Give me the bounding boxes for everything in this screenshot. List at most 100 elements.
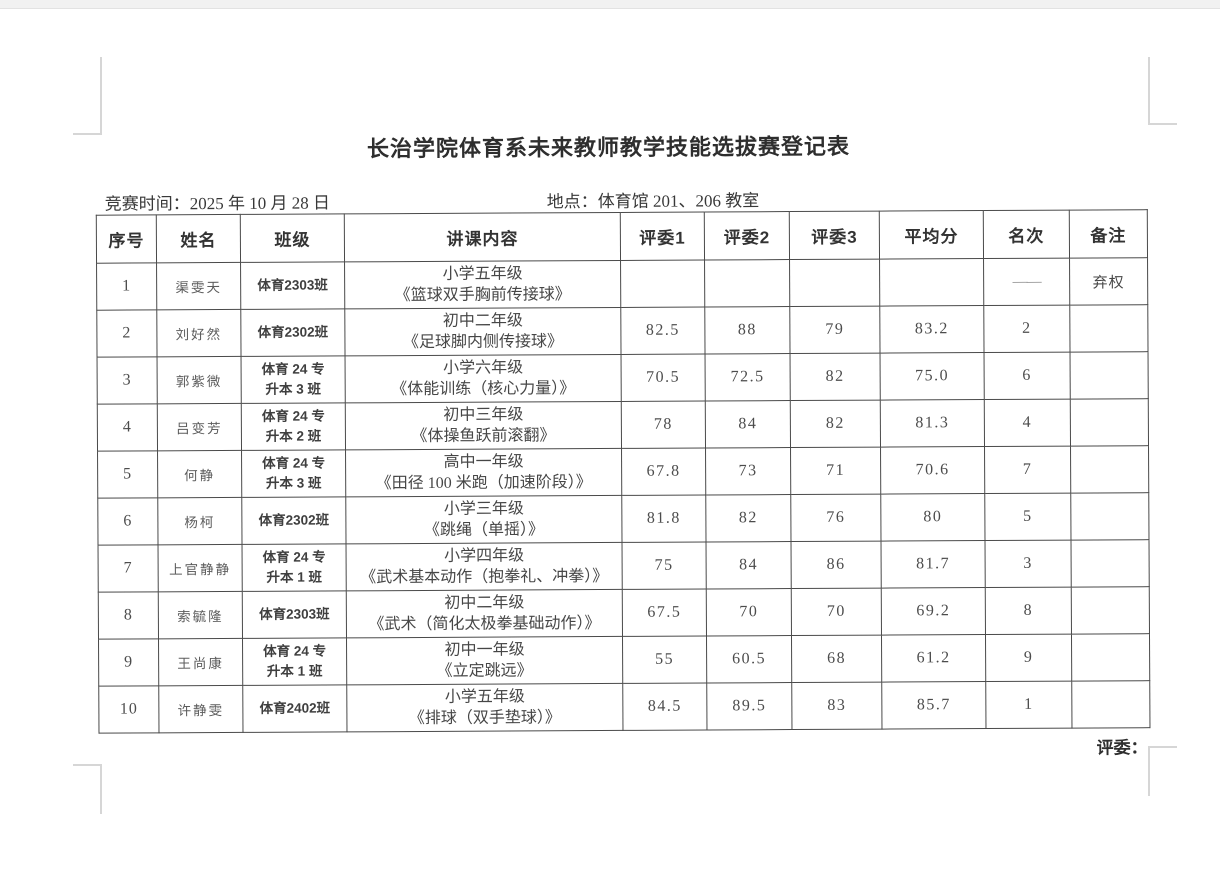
cell-class: 体育 24 专升本 3 班 — [241, 355, 346, 404]
content-line2: 《武术基本动作（抱拳礼、冲拳）》 — [360, 568, 609, 587]
cell-rank: 2 — [983, 305, 1071, 353]
cell-j2: 72.5 — [705, 353, 791, 402]
cell-j1: 84.5 — [622, 682, 707, 731]
class-line1: 体育2302班 — [258, 512, 330, 528]
class-line1: 体育2402班 — [259, 700, 331, 716]
cell-no: 10 — [98, 685, 159, 734]
cell-rank: 4 — [984, 399, 1071, 447]
cell-j2: 60.5 — [706, 635, 792, 683]
content-line1: 初中二年级 — [444, 594, 525, 612]
cell-avg: 85.7 — [881, 681, 986, 730]
cell-name: 渠雯天 — [156, 262, 241, 310]
cell-class: 体育2303班 — [242, 590, 347, 639]
cell-avg: 70.6 — [880, 446, 985, 495]
cell-avg: 61.2 — [881, 634, 986, 683]
cell-name: 郭紫微 — [157, 356, 242, 404]
table-row: 10 许静雯 体育2402班 小学五年级 《排球（双手垫球）》 84.5 89.5 83 85.… — [98, 680, 1150, 734]
cell-class: 体育 24 专升本 1 班 — [242, 637, 347, 686]
content-line1: 小学五年级 — [444, 688, 525, 706]
column-header-6: 评委3 — [789, 211, 880, 260]
cell-j2: 70 — [706, 588, 792, 636]
cell-j3 — [789, 259, 880, 307]
class-line1: 体育 24 专 — [263, 643, 327, 659]
column-header-4: 评委1 — [620, 212, 705, 261]
cell-j1: 75 — [622, 541, 707, 590]
cell-no: 8 — [98, 591, 159, 640]
class-line2: 升本 2 班 — [265, 428, 322, 444]
cell-name: 索毓隆 — [158, 591, 243, 639]
cell-rank: 3 — [985, 540, 1072, 588]
cell-name: 刘好然 — [156, 309, 242, 357]
cell-note — [1070, 398, 1149, 447]
table-row: 6 杨柯 体育2302班 小学三年级 《跳绳（单摇）》 81.8 82 76 80 5 — [97, 492, 1149, 546]
table-body: 1 渠雯天 体育2303班 小学五年级 《篮球双手胸前传接球》 —— 弃权 2 刘好然 体育230… — [96, 257, 1150, 734]
cell-note — [1071, 586, 1150, 635]
cell-j1: 82.5 — [620, 307, 706, 355]
content-line1: 初中三年级 — [443, 406, 524, 424]
cell-j1: 81.8 — [621, 494, 707, 543]
cell-note — [1070, 445, 1149, 494]
cell-rank: 1 — [985, 681, 1072, 729]
table-row: 5 何静 体育 24 专升本 3 班高中一年级 《田径 100 米跑（加速阶段）》 67… — [97, 445, 1149, 499]
content-line2: 《武术（简化太极拳基础动作）》 — [368, 615, 601, 634]
judges-signature-label: 评委： — [1096, 738, 1148, 758]
column-header-3: 讲课内容 — [344, 212, 621, 262]
cell-j3: 86 — [791, 541, 882, 589]
cell-avg: 69.2 — [881, 587, 986, 636]
class-line2: 升本 1 班 — [266, 569, 322, 585]
registration-table: 序号 姓名 班级 讲课内容 评委1 评委2 评委3 平均分 名次 备注 1 渠雯天 体育2303班 小学… — [95, 209, 1151, 734]
table-row: 4 吕变芳 体育 24 专升本 2 班初中三年级 《体操鱼跃前滚翻》 78 84 82 81.… — [97, 398, 1149, 452]
cell-j3: 68 — [791, 635, 882, 683]
table-row: 7 上官静静 体育 24 专升本 1 班小学四年级 《武术基本动作（抱拳礼、冲拳）》 7… — [98, 539, 1150, 593]
cell-avg: 81.7 — [881, 540, 986, 589]
cell-content: 初中二年级 《足球脚内侧传接球》 — [344, 307, 622, 356]
column-header-2: 班级 — [240, 213, 345, 263]
class-line1: 体育 24 专 — [262, 549, 326, 565]
cell-j2: 73 — [705, 447, 791, 495]
crop-mark-top-right — [1148, 57, 1177, 125]
cell-class: 体育2402班 — [242, 684, 347, 733]
cell-no: 6 — [97, 497, 159, 546]
cell-j3: 83 — [791, 682, 882, 730]
cell-j3: 82 — [790, 400, 881, 448]
cell-note — [1070, 351, 1149, 400]
cell-note — [1071, 633, 1150, 682]
cell-j3: 79 — [789, 306, 881, 354]
content-line1: 小学六年级 — [443, 359, 524, 377]
cell-content: 小学五年级 《篮球双手胸前传接球》 — [344, 260, 621, 309]
cell-name: 吕变芳 — [157, 403, 242, 451]
location-label: 地点：体育馆 201、206 教室 — [546, 191, 760, 212]
cell-no: 9 — [98, 638, 159, 687]
table-header-row: 序号 姓名 班级 讲课内容 评委1 评委2 评委3 平均分 名次 备注 — [96, 209, 1148, 264]
cell-content: 初中三年级 《体操鱼跃前滚翻》 — [345, 401, 622, 450]
cell-j2: 84 — [706, 541, 792, 589]
cell-rank: —— — [983, 258, 1070, 306]
cell-j1: 78 — [621, 401, 706, 449]
cell-class: 体育 24 专升本 3 班 — [241, 449, 346, 498]
cell-no: 1 — [96, 262, 157, 311]
cell-rank: 9 — [985, 634, 1072, 682]
cell-avg — [879, 258, 984, 307]
cell-note — [1069, 304, 1149, 353]
cell-name: 杨柯 — [157, 497, 243, 545]
content-line1: 小学三年级 — [443, 500, 524, 518]
cell-j2: 84 — [705, 400, 791, 448]
cell-class: 体育2303班 — [240, 261, 345, 310]
class-line1: 体育2303班 — [259, 606, 330, 622]
column-header-0: 序号 — [96, 214, 157, 264]
cell-content: 小学四年级 《武术基本动作（抱拳礼、冲拳）》 — [346, 542, 623, 591]
cell-avg: 80 — [880, 493, 986, 542]
cell-j1: 67.8 — [621, 447, 706, 496]
cell-name: 王尚康 — [158, 638, 243, 686]
cell-j1 — [620, 260, 705, 308]
cell-j2: 82 — [705, 494, 792, 542]
cell-note — [1070, 539, 1150, 588]
crop-mark-top-left — [73, 57, 102, 135]
content-line1: 高中一年级 — [443, 453, 524, 471]
cell-rank: 5 — [984, 493, 1071, 541]
cell-no: 5 — [97, 450, 158, 499]
cell-name: 许静雯 — [158, 685, 243, 733]
cell-j2: 88 — [704, 306, 791, 355]
